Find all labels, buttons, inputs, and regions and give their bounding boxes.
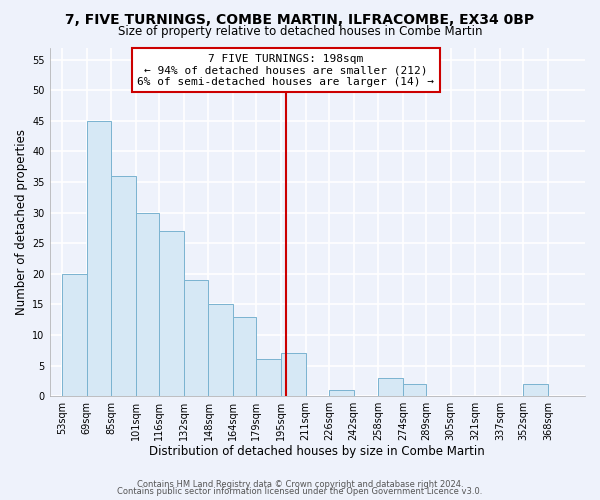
Bar [256,360,281,396]
Bar [208,304,233,396]
Bar [233,316,256,396]
Bar [111,176,136,396]
Bar [62,274,86,396]
Bar [159,231,184,396]
Bar [281,354,305,396]
Text: Contains HM Land Registry data © Crown copyright and database right 2024.: Contains HM Land Registry data © Crown c… [137,480,463,489]
Text: 7 FIVE TURNINGS: 198sqm
← 94% of detached houses are smaller (212)
6% of semi-de: 7 FIVE TURNINGS: 198sqm ← 94% of detache… [137,54,434,87]
Y-axis label: Number of detached properties: Number of detached properties [15,129,28,315]
Bar [523,384,548,396]
Bar [378,378,403,396]
Bar [329,390,353,396]
Text: Contains public sector information licensed under the Open Government Licence v3: Contains public sector information licen… [118,487,482,496]
Bar [136,212,159,396]
Bar [184,280,208,396]
Text: Size of property relative to detached houses in Combe Martin: Size of property relative to detached ho… [118,25,482,38]
Bar [403,384,426,396]
X-axis label: Distribution of detached houses by size in Combe Martin: Distribution of detached houses by size … [149,444,485,458]
Bar [86,121,111,396]
Text: 7, FIVE TURNINGS, COMBE MARTIN, ILFRACOMBE, EX34 0BP: 7, FIVE TURNINGS, COMBE MARTIN, ILFRACOM… [65,12,535,26]
